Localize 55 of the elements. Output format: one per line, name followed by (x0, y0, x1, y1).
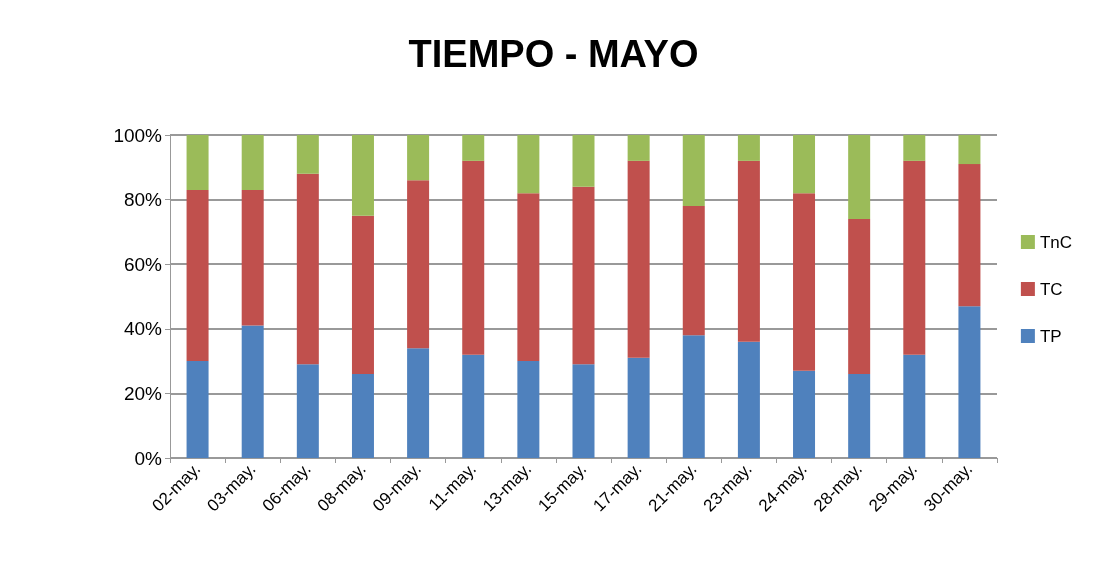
bar (351, 135, 374, 216)
bar (296, 173, 319, 365)
bar (241, 189, 264, 326)
legend-label: TC (1039, 279, 1063, 299)
bar (848, 218, 871, 375)
bar (737, 160, 760, 342)
y-tick-label: 80% (123, 189, 163, 211)
bar (958, 135, 981, 165)
bar (186, 135, 209, 190)
legend-label: TnC (1039, 232, 1073, 252)
bar (351, 215, 374, 375)
chart-title: TIEMPO - MAYO (408, 33, 699, 75)
bar (517, 193, 540, 362)
bar (186, 361, 209, 458)
bar (407, 348, 430, 458)
bar (462, 354, 485, 458)
y-tick-label: 20% (123, 382, 163, 404)
bar (407, 135, 430, 181)
bar (903, 160, 926, 355)
bar (793, 135, 816, 194)
bar (517, 135, 540, 194)
bar (462, 160, 485, 355)
bar (848, 374, 871, 458)
y-tick-label: 100% (113, 124, 163, 146)
bar (682, 206, 705, 336)
bar (627, 160, 650, 358)
bar (903, 354, 926, 458)
bar (241, 325, 264, 458)
y-tick-label: 0% (134, 447, 163, 469)
bar (793, 193, 816, 371)
bar (186, 189, 209, 362)
bar (572, 364, 595, 458)
bar (572, 186, 595, 365)
bar (627, 357, 650, 458)
bar (682, 135, 705, 207)
legend-label: TP (1039, 326, 1062, 346)
y-tick-label: 60% (123, 253, 163, 275)
bar (958, 164, 981, 307)
bar (296, 135, 319, 174)
bar (462, 135, 485, 161)
bar (848, 135, 871, 219)
bar (958, 306, 981, 458)
bar (517, 361, 540, 458)
bar (903, 135, 926, 161)
bar (407, 180, 430, 349)
bar (241, 135, 264, 190)
y-tick-label: 40% (123, 318, 163, 340)
bar (351, 374, 374, 458)
bar (627, 135, 650, 161)
bar (572, 135, 595, 187)
bar (737, 341, 760, 458)
bar (682, 335, 705, 458)
bar (793, 370, 816, 458)
bar (296, 364, 319, 458)
bar (737, 135, 760, 161)
